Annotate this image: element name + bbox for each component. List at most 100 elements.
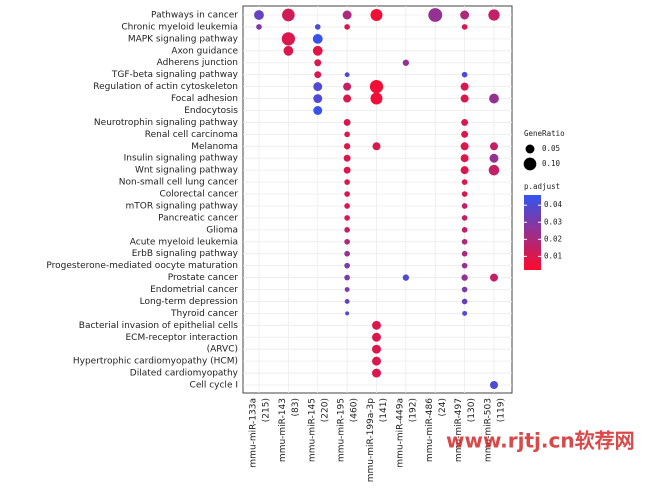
x-tick-label: mmu-miR-199a-3p (366, 398, 376, 483)
y-tick-label: mTOR signaling pathway (125, 201, 238, 211)
y-tick-label: Adherens junction (157, 58, 238, 68)
y-tick-label: Prostate cancer (168, 273, 239, 283)
x-tick-label: mmu-miR-145 (307, 398, 317, 462)
x-tick-label: (215) (262, 398, 272, 422)
dot (369, 79, 384, 94)
color-bar-label: 0.03 (544, 217, 562, 226)
dot (281, 32, 296, 46)
y-tick-label: Long-term depression (140, 297, 238, 307)
dot (370, 9, 383, 21)
x-tick-label: (141) (379, 398, 389, 422)
x-tick-label: mmu-miR-133a (249, 398, 259, 468)
x-tick-label: mmu-miR-449a (395, 398, 405, 468)
dot (462, 310, 468, 316)
size-legend-title: GeneRatio (524, 129, 565, 138)
y-tick-label: Glioma (206, 225, 238, 235)
dot (460, 82, 469, 91)
dot (402, 274, 410, 281)
dot (461, 179, 468, 185)
dot (402, 59, 410, 66)
dot (283, 45, 294, 56)
dot (461, 24, 468, 30)
dot (372, 344, 381, 354)
dot (344, 215, 350, 221)
color-bar (524, 195, 541, 270)
x-tick-label: (192) (408, 398, 418, 422)
dot (344, 24, 350, 30)
y-tick-label: (ARVC) (207, 345, 238, 355)
dot (343, 143, 351, 150)
dot (461, 191, 468, 197)
dot (344, 179, 350, 185)
color-bar-label: 0.04 (544, 200, 563, 209)
dot (488, 164, 500, 176)
x-tick-label: mmu-miR-195 (337, 398, 347, 462)
dot (461, 298, 468, 305)
size-legend-dot (523, 157, 537, 171)
y-tick-label: MAPK signaling pathway (128, 34, 239, 44)
dot (344, 262, 350, 269)
dot (461, 130, 469, 138)
dot (461, 238, 468, 245)
x-tick-label: (83) (291, 398, 301, 416)
dot (342, 10, 352, 20)
y-tick-label: Bacterial invasion of epithelial cells (79, 321, 239, 331)
dot (461, 262, 468, 269)
dot (461, 203, 468, 209)
y-tick-label: Axon guidance (171, 46, 238, 56)
y-tick-label: Dilated cardiomyopathy (130, 369, 239, 379)
y-tick-label: Cell cycle I (190, 381, 238, 391)
dot (343, 166, 351, 174)
dot (344, 131, 350, 138)
dot (343, 118, 351, 126)
dot (460, 142, 469, 151)
y-tick-label: Acute myeloid leukemia (130, 237, 238, 247)
dot (461, 274, 468, 281)
dot (312, 45, 323, 56)
dot (313, 82, 323, 92)
dot (312, 33, 323, 44)
y-tick-label: ECM-receptor interaction (126, 333, 239, 343)
dot (490, 381, 498, 389)
size-legend-label: 0.10 (542, 159, 561, 168)
dot (460, 154, 469, 163)
x-tick-label: (119) (497, 398, 507, 422)
dot (344, 250, 350, 257)
y-tick-label: ErbB signaling pathway (132, 249, 239, 259)
y-tick-label: Pathways in cancer (151, 11, 238, 21)
dot (314, 24, 321, 30)
y-tick-label: Focal adhesion (171, 94, 238, 104)
x-tick-label: mmu-miR-497 (454, 398, 464, 462)
y-tick-label: Pancreatic cancer (158, 213, 238, 223)
dot (343, 94, 352, 103)
size-legend-label: 0.05 (542, 144, 560, 153)
dot (370, 92, 383, 105)
y-tick-label: Thyroid cancer (170, 309, 238, 319)
dot (488, 9, 500, 21)
y-tick-label: Colorectal cancer (159, 190, 238, 200)
dot (460, 10, 470, 20)
y-tick-label: Neurotrophin signaling pathway (94, 118, 239, 128)
y-tick-label: Wnt signaling pathway (135, 166, 239, 176)
x-tick-label: mmu-miR-143 (278, 398, 288, 462)
dot (372, 368, 381, 378)
dot (344, 203, 350, 209)
dot (372, 320, 381, 330)
dot (282, 8, 295, 22)
dot (460, 166, 469, 175)
legend: GeneRatio p.adjust 0.05 0.10 0.04 0.03 0.02 0… (523, 129, 565, 270)
dot (461, 227, 468, 233)
dot (344, 287, 350, 292)
dot (461, 215, 468, 221)
dot (489, 93, 499, 104)
y-tick-label: Progesterone-mediated oocyte maturation (46, 261, 238, 271)
dot (490, 273, 498, 282)
dot (314, 59, 322, 67)
dot (343, 154, 351, 162)
x-tick-label: mmu-miR-486 (425, 398, 435, 462)
y-tick-label: Endometrial cancer (150, 285, 238, 295)
dot (313, 106, 323, 115)
dot (344, 227, 350, 233)
dot (344, 299, 350, 304)
